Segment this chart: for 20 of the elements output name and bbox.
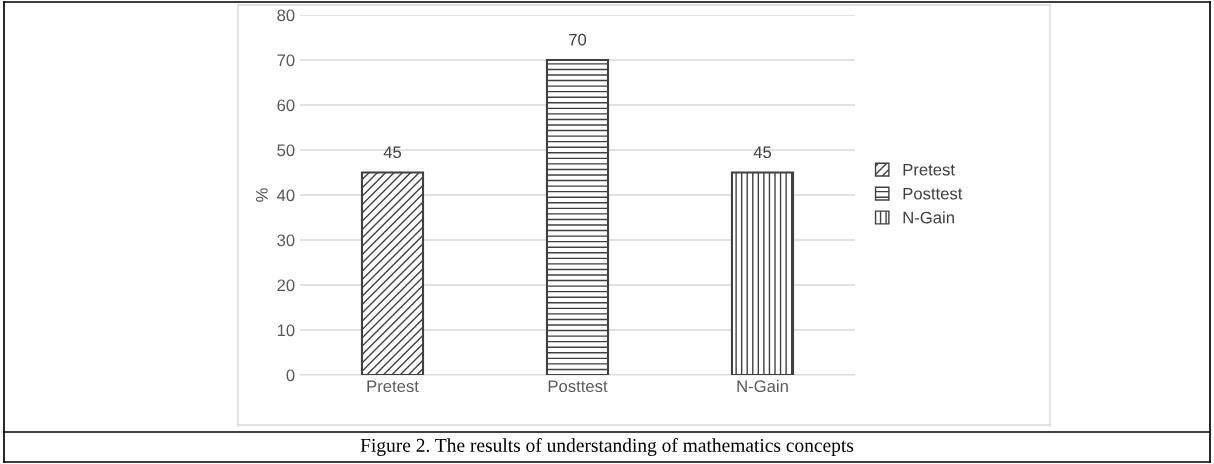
y-tick-label: 40 — [276, 189, 295, 202]
y-tick-label: 0 — [286, 369, 295, 382]
x-tick-label: N-Gain — [737, 379, 788, 393]
y-tick-label: 60 — [277, 99, 295, 112]
y-tick-label: 10 — [277, 324, 295, 337]
y-tick-label: 50 — [277, 144, 295, 157]
caption: Figure 2. The results of understanding of mathematics concepts — [360, 438, 854, 456]
data-label: 45 — [383, 146, 402, 159]
legend-label: Pretest — [903, 163, 955, 176]
y-tick-label: 20 — [277, 279, 295, 292]
y-tick-label: 70 — [277, 54, 295, 67]
data-label: 45 — [753, 146, 772, 159]
legend-label: Posttest — [903, 187, 963, 200]
y-axis-title: % — [256, 188, 268, 202]
x-tick-label: Pretest — [367, 380, 419, 393]
legend-label: N-Gain — [903, 211, 954, 224]
y-tick-label: 30 — [277, 234, 295, 247]
data-label: 70 — [569, 33, 587, 46]
y-tick-label: 80 — [277, 9, 295, 22]
x-tick-label: Posttest — [548, 380, 608, 393]
